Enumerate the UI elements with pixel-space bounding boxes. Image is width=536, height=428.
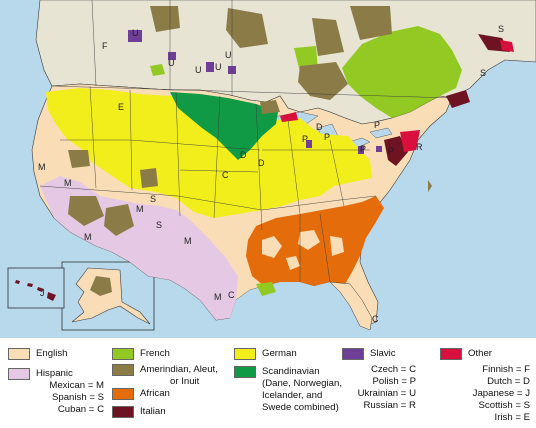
map-code-label: U — [225, 50, 232, 60]
slavic-code-polish: Polish = P — [372, 376, 416, 387]
hawaii-islands — [15, 280, 56, 301]
region-scandinavian — [170, 92, 278, 160]
legend-slavic-label: Slavic — [370, 348, 396, 359]
map-code-label: C — [228, 290, 235, 300]
slavic-code-russian: Russian = R — [363, 400, 416, 411]
map-code-label: M — [84, 232, 92, 242]
legend-amerindian-label-2: or Inuit — [170, 376, 200, 387]
map-code-label: U — [215, 62, 222, 72]
swatch-french — [112, 348, 134, 360]
swatch-amerindian — [112, 364, 134, 376]
map-code-label: F — [102, 41, 108, 51]
map-code-label: D — [258, 158, 265, 168]
other-code-dutch: Dutch = D — [487, 376, 530, 387]
legend-scandinavian-label: Scandinavian — [262, 366, 320, 377]
swatch-slavic — [342, 348, 364, 360]
map-code-label: R — [416, 142, 423, 152]
legend: English Hispanic Mexican = M Spanish = S… — [0, 340, 536, 428]
map-code-label: M — [184, 236, 192, 246]
swatch-german — [234, 348, 256, 360]
borders — [39, 0, 453, 283]
legend-scandinavian-note-1: (Dane, Norwegian, — [262, 378, 342, 389]
map-code-label: M — [136, 204, 144, 214]
english-patches — [262, 230, 344, 270]
legend-amerindian-label-1: Amerindian, Aleut, — [140, 364, 218, 375]
map-code-label: P — [302, 134, 308, 144]
other-code-scottish: Scottish = S — [478, 400, 530, 411]
legend-german-label: German — [262, 348, 297, 359]
map-code-label: P — [388, 146, 394, 156]
swatch-other — [440, 348, 462, 360]
other-code-japanese: Japanese = J — [472, 388, 530, 399]
legend-african-label: African — [140, 388, 170, 399]
map-code-label: S — [150, 194, 156, 204]
region-italian — [384, 34, 510, 166]
swatch-italian — [112, 406, 134, 418]
alaska-amerindian — [90, 276, 112, 296]
swatch-african — [112, 388, 134, 400]
map-code-label: M — [64, 178, 72, 188]
map-code-label: E — [118, 102, 124, 112]
map-code-label: D — [240, 150, 247, 160]
map-code-label: S — [480, 68, 486, 78]
legend-english-label: English — [36, 348, 68, 359]
map-code-label: C — [222, 170, 229, 180]
map-code-label: S — [498, 24, 504, 34]
gulf-of-mexico — [200, 282, 536, 338]
map-code-label: U — [195, 65, 202, 75]
hispanic-code-mexican: Mexican = M — [49, 380, 104, 391]
swatch-english — [8, 348, 30, 360]
legend-french-label: French — [140, 348, 170, 359]
alaska — [71, 267, 151, 325]
map-code-label: P — [374, 120, 380, 130]
map-code-label: C — [372, 314, 379, 324]
region-french-quebec — [342, 26, 462, 118]
legend-scandinavian-note-3: Swede combined) — [262, 402, 339, 413]
map-code-label: P — [324, 132, 330, 142]
region-french-west — [150, 46, 318, 76]
map-code-label: S — [156, 220, 162, 230]
swatch-scandinavian — [234, 366, 256, 378]
map-code-label: U — [168, 58, 175, 68]
hawaii-inset — [7, 267, 65, 309]
region-florida — [329, 281, 373, 331]
map-code-label: D — [316, 122, 323, 132]
legend-other-label: Other — [468, 348, 492, 359]
map-code-label: U — [132, 28, 139, 38]
legend-hispanic-label: Hispanic — [36, 368, 73, 379]
swatch-hispanic — [8, 368, 30, 380]
other-code-irish: Irish = E — [494, 412, 530, 423]
other-code-finnish: Finnish = F — [482, 364, 530, 375]
legend-italian-label: Italian — [140, 406, 166, 417]
hispanic-code-spanish: Spanish = S — [51, 392, 104, 403]
legend-scandinavian-note-2: Icelander, and — [262, 390, 323, 401]
map-code-label: M — [214, 292, 222, 302]
slavic-code-ukrainian: Ukrainian = U — [357, 388, 416, 399]
region-french-louisiana — [256, 282, 276, 296]
map-code-label: J — [40, 288, 45, 298]
map-code-label: P — [360, 144, 366, 154]
hispanic-code-cuban: Cuban = C — [57, 404, 104, 415]
slavic-code-czech: Czech = C — [370, 364, 416, 375]
map-code-label: M — [38, 162, 46, 172]
